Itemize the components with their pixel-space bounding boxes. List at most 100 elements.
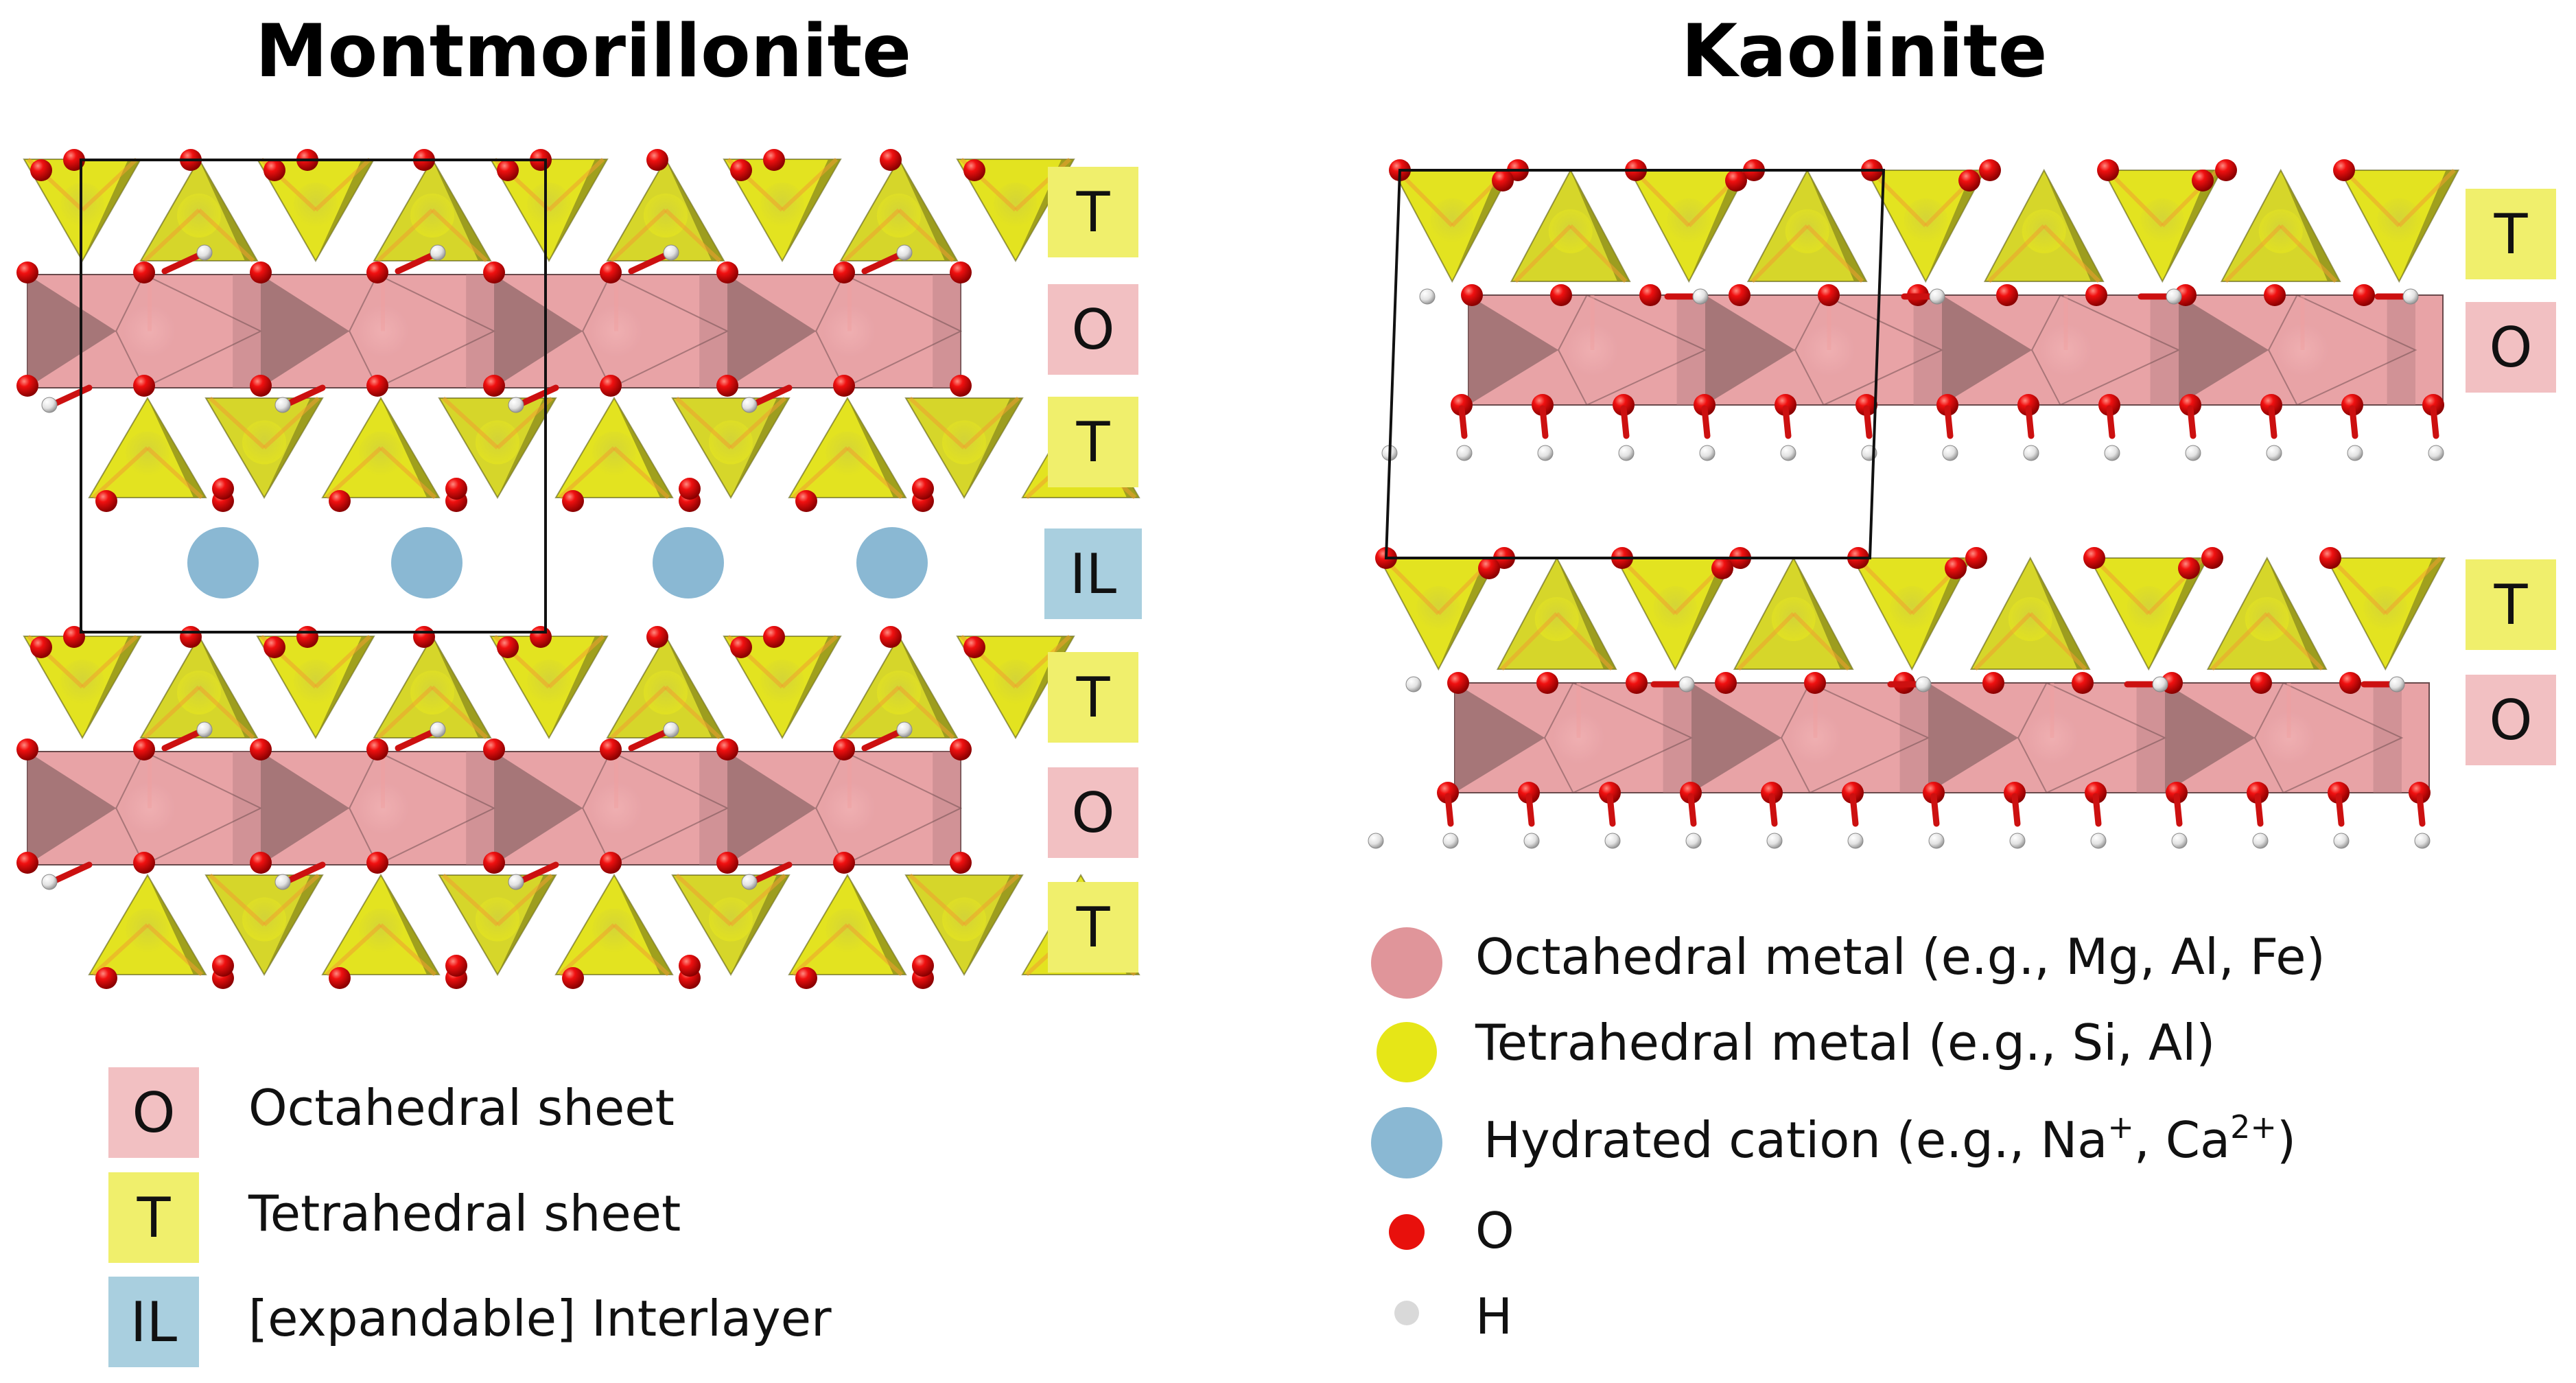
tetrahedral-metal [126,908,169,953]
oxygen-atom [795,490,817,512]
layer-tag-tetrahedral: T [2466,559,2556,650]
bond [262,396,320,450]
tetrahedron-facet [1793,558,1853,669]
oxygen-atom [833,739,855,760]
legend-hydrated-cation-swatch [1371,1107,1442,1178]
oxygen-atom [2319,547,2341,569]
bond [1768,793,1778,827]
tetrahedral-metal [177,671,221,714]
oxygen-atom [2260,394,2282,416]
oxygen-atom [2339,672,2361,694]
oxygen-atom [1532,394,1554,416]
oxygen-atom [2072,672,2094,694]
bond [1987,224,2046,283]
oxygen-atom [2341,394,2363,416]
oxygen-atom [1729,284,1750,306]
oxygen-atom [2409,782,2431,804]
layer-tag-tetrahedral: T [1048,882,1138,973]
tetrahedron-facet [731,398,789,498]
bond [962,396,1020,450]
tetrahedral-metal [709,420,753,465]
bond [1514,224,1572,283]
tetrahedral-metal [242,420,286,465]
tetrahedron-facet [381,875,439,975]
bond [908,396,966,450]
bond [1849,793,1859,827]
tetrahedron-facet [2267,558,2326,669]
bond [547,157,605,212]
bond [518,384,559,407]
bond [197,208,255,263]
unit-cell-outline [80,159,547,634]
hydrogen-atom [2266,445,2282,461]
bond [208,873,266,927]
oxygen-atom [730,636,752,658]
hydrogen-atom [1692,288,1709,305]
oxygen-atom [1979,159,2001,181]
oxygen-atom [1639,284,1661,306]
legend-label-hydrated-cation: Hydrated cation (e.g., Na+, Ca2+) [1484,1108,2297,1169]
oxygen-atom [963,159,985,181]
octahedron-facet [1691,683,1782,793]
oxygen-atom [264,636,285,658]
octahedron-facet [1705,295,1796,405]
bond [791,923,850,977]
bond [80,634,139,689]
tetrahedron-facet [2399,170,2459,281]
legend-swatch-octahedral: O [108,1067,199,1158]
tetrahedral-metal [294,183,338,226]
legend-label-oxygen: O [1475,1202,1514,1259]
bond [1632,168,1691,228]
layer-tag-tetrahedral: T [1048,397,1138,487]
octahedron-facet [2136,683,2165,793]
tetrahedron-facet [497,875,556,975]
tetrahedron-facet [1438,558,1498,669]
oxygen-atom [483,262,505,283]
oxygen-atom [880,149,902,171]
oxygen-atom [2085,782,2107,804]
tetrahedral-metal [877,194,921,237]
bond [664,685,722,740]
hydrogen-atom [663,244,679,261]
hydrogen-atom [2104,445,2120,461]
oxygen-atom [250,739,272,760]
bond [1782,405,1792,439]
bond [1974,612,2032,671]
oxygen-atom [329,490,351,512]
oxygen-atom [833,262,855,283]
hydrogen-atom [2185,445,2201,461]
bond [1381,556,1440,616]
bond [2335,793,2345,827]
oxygen-atom [1715,672,1737,694]
hydrogen-atom [2166,288,2182,305]
bond [208,396,266,450]
bond [441,396,500,450]
tetrahedral-metal [826,431,869,476]
legend-label-tetrahedral-metal: Tetrahedral metal (e.g., Si, Al) [1475,1014,2216,1071]
octahedron-facet [2165,683,2256,793]
tetrahedron-facet [782,636,841,738]
hydrogen-atom [2152,676,2168,693]
bond [395,729,436,752]
bond [314,157,372,212]
tetrahedron-facet [316,636,374,738]
legend-swatch-tetrahedral: T [108,1172,199,1263]
oxygen-atom [1982,672,2004,694]
bond [1444,793,1454,827]
tetrahedron-facet [847,398,906,498]
tetrahedron-facet [199,159,257,261]
tetrahedral-metal [2140,198,2185,242]
legend-swatch-interlayer: IL [108,1277,199,1367]
tetrahedral-metal [942,897,986,942]
oxygen-atom [950,852,972,874]
tetrahedral-metal [2363,586,2408,630]
bond [612,923,670,977]
oxygen-atom [445,478,467,500]
oxygen-atom [562,490,584,512]
oxygen-atom [950,739,972,760]
tetrahedron-facet [614,398,672,498]
hydrogen-atom [2414,833,2431,849]
oxygen-atom [600,852,622,874]
hydrated-cation [187,527,259,598]
hydrogen-atom [1537,445,1554,461]
